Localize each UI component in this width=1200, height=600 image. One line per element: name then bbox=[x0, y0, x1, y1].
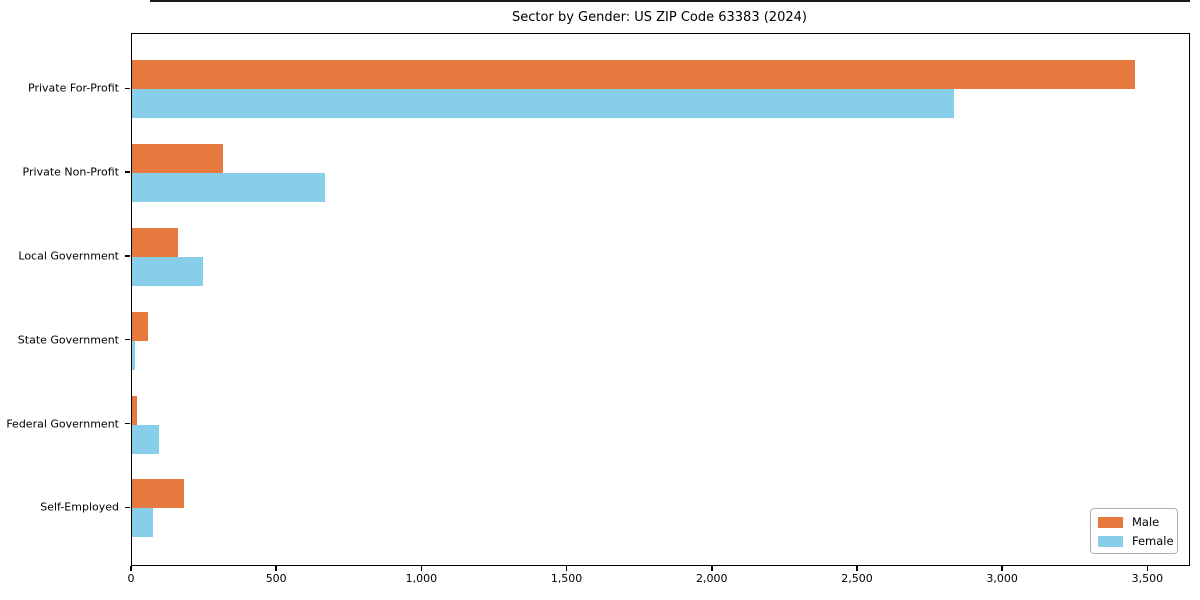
y-tick-label: Private Non-Profit bbox=[22, 165, 119, 179]
legend-entry-male: Male bbox=[1098, 514, 1170, 530]
x-tick-label: 2,500 bbox=[841, 572, 873, 585]
bar-female-3 bbox=[132, 340, 135, 370]
y-tick-label: Private For-Profit bbox=[28, 81, 119, 95]
plot-area bbox=[131, 33, 1190, 566]
bar-female-0 bbox=[132, 89, 955, 119]
x-tick-label: 3,500 bbox=[1131, 572, 1164, 585]
bar-male-3 bbox=[132, 311, 148, 341]
y-tick-mark bbox=[124, 171, 130, 173]
female-color-swatch bbox=[1098, 535, 1123, 547]
chart-title: Sector by Gender: US ZIP Code 63383 (202… bbox=[512, 10, 807, 25]
male-color-swatch bbox=[1098, 516, 1123, 528]
bar-male-5 bbox=[132, 479, 184, 509]
window-top-edge bbox=[150, 0, 1190, 2]
bar-female-2 bbox=[132, 256, 204, 286]
x-tick-mark bbox=[565, 565, 568, 571]
y-tick-mark bbox=[124, 338, 130, 341]
x-tick-mark bbox=[420, 565, 423, 571]
bar-male-4 bbox=[132, 395, 138, 425]
x-tick-mark bbox=[130, 565, 132, 571]
x-tick-label: 3,000 bbox=[986, 572, 1018, 585]
x-tick-label: 1,000 bbox=[405, 572, 438, 585]
y-tick-mark bbox=[124, 87, 130, 90]
y-tick-label: State Government bbox=[17, 333, 119, 347]
bar-male-1 bbox=[132, 144, 223, 174]
legend-label-female: Female bbox=[1132, 534, 1174, 548]
x-tick-mark bbox=[275, 565, 277, 571]
x-tick-mark bbox=[711, 565, 713, 571]
legend-entry-female: Female bbox=[1098, 533, 1174, 549]
bar-female-4 bbox=[132, 424, 159, 454]
x-tick-label: 1,500 bbox=[550, 572, 583, 585]
x-tick-label: 2,000 bbox=[696, 572, 728, 585]
x-tick-mark bbox=[856, 565, 858, 571]
bar-female-1 bbox=[132, 173, 326, 203]
x-tick-label: 500 bbox=[265, 572, 287, 585]
x-tick-mark bbox=[1146, 565, 1149, 571]
bar-male-0 bbox=[132, 60, 1136, 90]
y-tick-mark bbox=[124, 255, 130, 257]
y-tick-label: Federal Government bbox=[6, 417, 119, 430]
y-tick-label: Local Government bbox=[18, 249, 119, 263]
y-tick-mark bbox=[124, 506, 130, 509]
y-tick-label: Self-Employed bbox=[40, 500, 119, 514]
legend-label-male: Male bbox=[1132, 515, 1160, 529]
bar-female-5 bbox=[132, 508, 153, 538]
x-tick-mark bbox=[1001, 565, 1003, 571]
y-tick-mark bbox=[124, 422, 130, 425]
legend: Male Female bbox=[1090, 508, 1178, 554]
x-tick-label: 0 bbox=[127, 572, 135, 585]
bar-male-2 bbox=[132, 227, 178, 257]
